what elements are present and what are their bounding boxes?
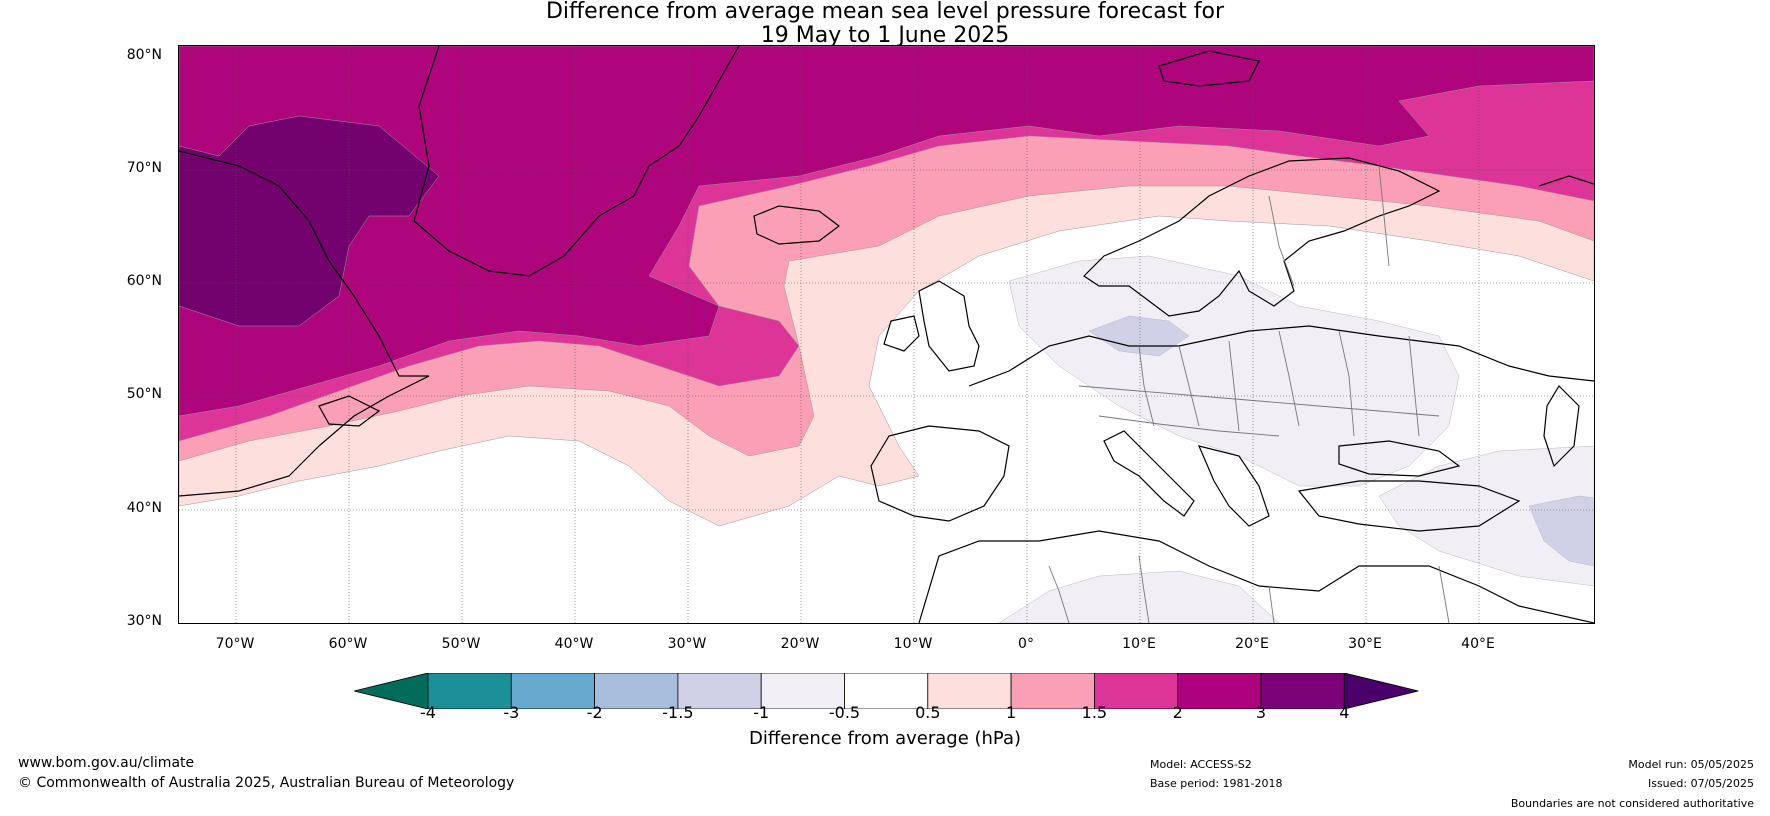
lat-label-80n: 80°N [126,47,162,63]
colorbar-svg [353,672,1419,710]
footer-model-run: Model run: 05/05/2025 [1628,758,1754,771]
colorbar-tick-label: -2 [586,703,603,722]
colorbar-tick-label: -1.5 [662,703,694,722]
map-svg [179,46,1594,623]
anomaly-band-minus-0-5-to-minus-1-east [1378,445,1594,587]
footer-disclaimer: Boundaries are not considered authoritat… [1510,797,1754,810]
lon-label-40e: 40°E [1461,636,1495,652]
lon-label-70w: 70°W [215,636,255,652]
anomaly-band-minus-0-5-to-minus-1-south [998,570,1280,623]
anomaly-band-minus-0-5-to-minus-1 [1008,255,1460,487]
colorbar-cell [1260,672,1345,710]
colorbar-extend-high [1343,672,1419,710]
colorbar-cell [1177,672,1262,710]
title-line-2: 19 May to 1 June 2025 [760,23,1010,48]
country-borders [1048,165,1450,623]
lat-label-60n: 60°N [126,273,162,289]
colorbar-tick-label: 0.5 [915,703,941,722]
lon-label-30e: 30°E [1348,636,1382,652]
colorbar-tick-label: 3 [1255,703,1267,722]
colorbar-tick-label: -1 [753,703,770,722]
lon-label-40w: 40°W [554,636,594,652]
anomaly-band-minus-1-to-minus-1-5-east [1528,495,1594,567]
lat-label-70n: 70°N [126,160,162,176]
colorbar-tick-label: -0.5 [828,703,861,722]
lon-label-0: 0° [1018,636,1034,652]
coastlines [179,46,1594,623]
colorbar-cell [427,672,512,710]
colorbar-cell [760,672,845,710]
lon-label-20e: 20°E [1235,636,1269,652]
chart-title: Difference from average mean sea level p… [0,0,1770,48]
lat-label-40n: 40°N [126,500,162,516]
lon-label-10e: 10°E [1122,636,1156,652]
colorbar [353,672,1420,713]
colorbar-cell [844,672,929,710]
colorbar-tick-label: 4 [1339,703,1350,722]
colorbar-tick-label: 2 [1172,703,1183,722]
lon-label-10w: 10°W [893,636,933,652]
footer-base-period: Base period: 1981-2018 [1150,777,1283,790]
lon-label-50w: 50°W [441,636,481,652]
lon-label-30w: 30°W [667,636,707,652]
lat-label-50n: 50°N [126,386,162,402]
colorbar-tick-label: 1.5 [1081,703,1108,722]
anomaly-band-2-to-3 [179,46,1594,417]
colorbar-tick-label: -3 [503,703,520,722]
title-line-1: Difference from average mean sea level p… [545,0,1225,24]
footer-copyright: © Commonwealth of Australia 2025, Austra… [18,775,515,791]
lon-label-20w: 20°W [780,636,820,652]
colorbar-cell [594,672,679,710]
colorbar-tick-label: -4 [420,703,436,722]
pressure-anomaly-map [178,45,1595,624]
footer-website: www.bom.gov.au/climate [18,755,195,771]
colorbar-cell [677,672,762,710]
colorbar-cell [510,672,596,710]
footer-model: Model: ACCESS-S2 [1150,758,1252,771]
lon-label-60w: 60°W [328,636,368,652]
colorbar-cells [353,672,1419,710]
graticule [179,46,1594,623]
colorbar-label: Difference from average (hPa) [748,728,1022,749]
lat-label-30n: 30°N [126,613,162,629]
footer-issued: Issued: 07/05/2025 [1647,777,1754,790]
colorbar-cell [1010,672,1095,710]
colorbar-tick-label: 1 [1006,703,1017,722]
